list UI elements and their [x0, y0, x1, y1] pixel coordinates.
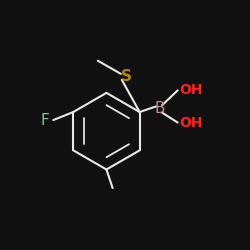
Text: B: B: [154, 102, 165, 116]
Text: S: S: [121, 69, 132, 84]
Text: F: F: [40, 112, 49, 128]
Text: OH: OH: [180, 84, 203, 98]
Text: OH: OH: [180, 116, 203, 130]
